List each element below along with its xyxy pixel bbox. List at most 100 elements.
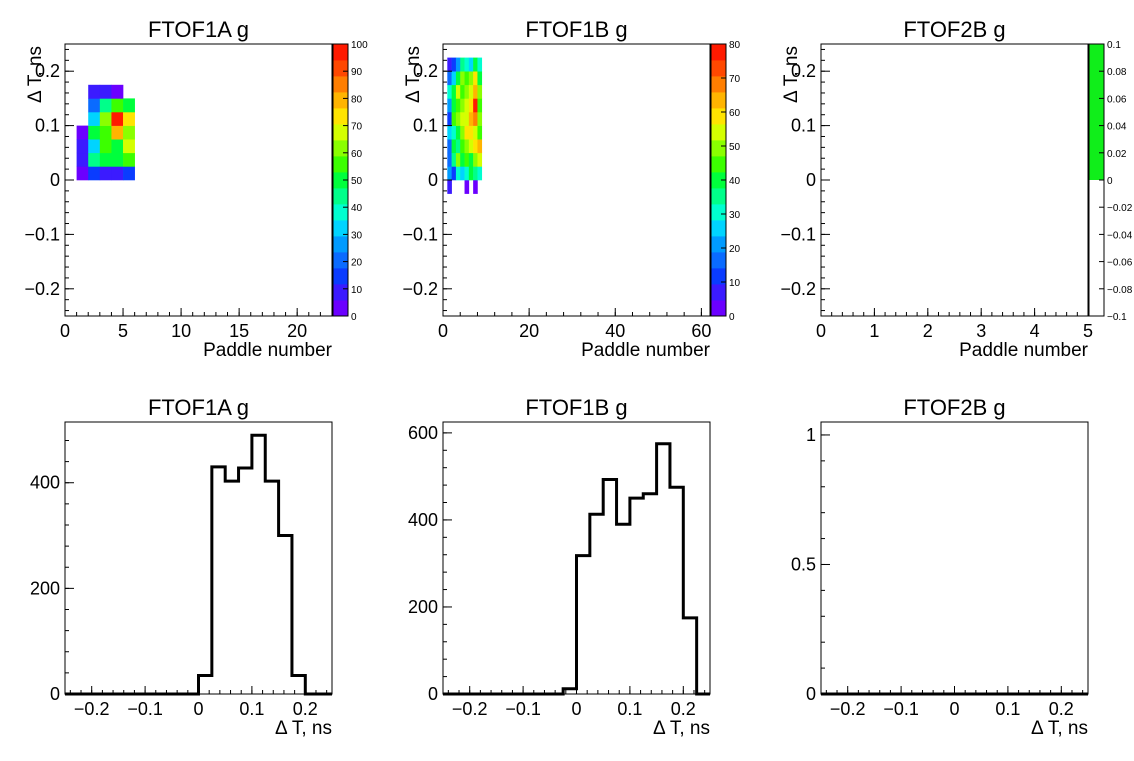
colorbar: 0 10 20 30 40 50 60 70 80 [710, 40, 741, 323]
colorbar-swatch [333, 172, 348, 189]
heatmap-cell [460, 84, 465, 99]
colorbar-swatch [333, 204, 348, 221]
x-tick-label: 0.2 [293, 699, 318, 719]
colorbar-tick-label: 70 [351, 122, 363, 133]
heatmap-cell [111, 112, 124, 126]
heatmap-cell [111, 152, 124, 167]
colorbar-tick-label: 0 [1107, 176, 1113, 187]
heatmap-cell [477, 98, 483, 113]
heatmap-cell [447, 98, 452, 113]
x-tick-label: 0.1 [239, 699, 264, 719]
y-axis: −0.2 −0.1 0 0.1 0.2 [402, 48, 452, 312]
colorbar-swatch [333, 236, 348, 253]
chart-title: FTOF1B g [525, 395, 627, 420]
heatmap-cell [460, 139, 465, 154]
heatmap-cell [455, 98, 461, 113]
heatmap-cell [455, 166, 461, 181]
heatmap-cell [451, 152, 457, 167]
chart-title: FTOF1B g [525, 17, 627, 42]
x-tick-label: 5 [118, 321, 128, 341]
chart-title: FTOF2B g [903, 395, 1005, 420]
heatmap-cell [473, 84, 478, 99]
x-tick-label: 20 [287, 321, 307, 341]
heatmap-cells [76, 84, 135, 181]
heatmap-cell [451, 84, 457, 99]
y-axis: 00.51 [791, 425, 830, 704]
x-tick-label: 0 [60, 321, 70, 341]
colorbar-swatch [333, 268, 348, 285]
colorbar-tick-label: 0.02 [1107, 149, 1127, 160]
colorbar-tick-label: 0.04 [1107, 122, 1127, 133]
x-axis-label: Paddle number [581, 340, 711, 361]
colorbar: 0 10 20 30 40 50 60 70 80 90 100 [332, 40, 368, 323]
heatmap-cell [460, 57, 465, 72]
x-axis-label: Δ T, ns [653, 718, 710, 739]
heatmap-cell [99, 112, 112, 126]
heatmap-cell [455, 125, 461, 140]
heatmap-cell [451, 139, 457, 154]
colorbar-swatch [711, 76, 726, 93]
x-axis-label: Paddle number [959, 340, 1089, 361]
heatmap-cell [99, 166, 112, 181]
heatmap-cell [447, 57, 452, 72]
x-tick-label: −0.1 [883, 699, 919, 719]
heatmap-cell [76, 166, 89, 181]
chart-panel-1: FTOF1A g 0 5 10 15 20 −0.2 −0.1 0 0.1 0.2 Paddle nu… [24, 17, 368, 361]
heatmap-cell [123, 125, 135, 140]
colorbar-tick-label: 50 [729, 142, 741, 153]
heatmap-cell [460, 98, 465, 113]
heatmap-cell [447, 166, 452, 181]
heatmap-cell [447, 139, 452, 154]
chart-panel-3: FTOF2B g 0 1 2 3 4 5 −0.2 −0.1 0 0.1 0.2 Paddle numb… [780, 17, 1132, 361]
colorbar-swatch [711, 124, 726, 141]
y-axis: −0.2 −0.1 0 0.1 0.2 [24, 48, 74, 312]
heatmap-cell [473, 71, 478, 86]
colorbar-swatch [711, 236, 726, 253]
heatmap-cell [451, 71, 457, 86]
heatmap-cell [473, 152, 478, 167]
heatmap-cell [460, 71, 465, 86]
heatmap-cell [460, 166, 465, 181]
heatmap-cell [111, 98, 124, 113]
x-tick-label: 0.1 [617, 699, 642, 719]
heatmap-cell [111, 125, 124, 140]
colorbar-swatch [711, 220, 726, 237]
colorbar-tick-label: 10 [351, 285, 363, 296]
colorbar-tick-label: 30 [351, 230, 363, 241]
heatmap-cell [447, 152, 452, 167]
chart-title: FTOF1A g [148, 395, 249, 420]
heatmap-cell [88, 84, 101, 99]
heatmap-cell [473, 98, 478, 113]
heatmap-cell [123, 112, 135, 126]
heatmap-cell [464, 71, 470, 86]
x-tick-label: 0 [816, 321, 826, 341]
colorbar-swatch [711, 188, 726, 205]
x-tick-label: −0.2 [830, 699, 866, 719]
colorbar-tick-label: 0 [729, 312, 735, 323]
heatmap-cell [88, 112, 101, 126]
heatmap-cell [447, 180, 452, 194]
colorbar-swatch [333, 220, 348, 237]
x-tick-label: 0 [193, 699, 203, 719]
heatmap-cell [477, 166, 483, 181]
heatmap-cell [477, 139, 483, 154]
y-tick-label: 0.2 [35, 61, 60, 81]
heatmap-cell [477, 125, 483, 140]
heatmap-cell [468, 152, 474, 167]
heatmap-cell [464, 180, 470, 194]
y-tick-label: 600 [408, 423, 438, 443]
colorbar-swatch [711, 284, 726, 301]
heatmap-cell [447, 125, 452, 140]
heatmap-cell [477, 112, 483, 126]
heatmap-cell [99, 98, 112, 113]
heatmap-cell [468, 125, 474, 140]
y-tick-label: 0 [806, 170, 816, 190]
heatmap-cell [88, 166, 101, 181]
colorbar-swatch [711, 204, 726, 221]
colorbar-tick-label: 60 [729, 108, 741, 119]
heatmap-cell [76, 152, 89, 167]
heatmap-cell [111, 166, 124, 181]
heatmap-cell [464, 84, 470, 99]
colorbar-swatch [333, 60, 348, 77]
x-tick-label: 3 [976, 321, 986, 341]
